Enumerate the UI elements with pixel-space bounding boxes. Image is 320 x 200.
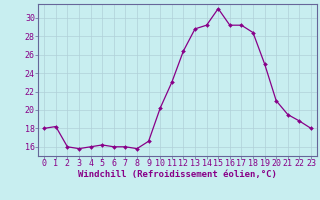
X-axis label: Windchill (Refroidissement éolien,°C): Windchill (Refroidissement éolien,°C) xyxy=(78,170,277,179)
